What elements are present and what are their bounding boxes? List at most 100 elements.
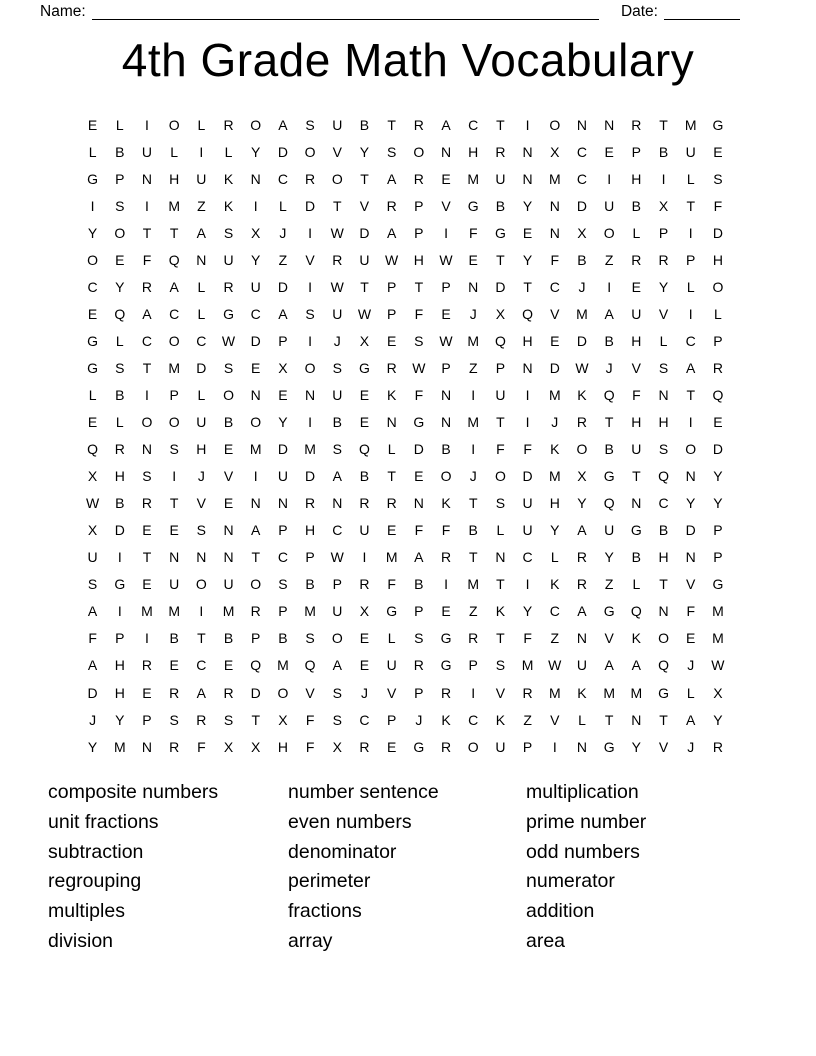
grid-letter: U [277,468,288,485]
grid-letter: L [115,332,124,349]
grid-letter: C [468,116,479,133]
grid-letter: P [468,657,478,674]
word-list-item: composite numbers [48,781,219,803]
grid-letter: M [548,684,561,701]
grid-letter: E [142,576,152,593]
grid-letter: A [386,170,397,187]
grid-letter: Q [658,468,669,485]
grid-letter: Y [522,603,533,620]
grid-letter: F [414,522,424,539]
grid-letter: M [168,603,180,620]
grid-letter: X [577,468,587,485]
grid-letter: W [575,359,589,376]
grid-letter: P [278,522,288,539]
grid-letter: L [578,711,586,728]
grid-letter: P [713,522,723,539]
grid-letter: M [249,441,262,458]
grid-letter: L [88,143,97,160]
grid-letter: J [469,468,477,485]
grid-letter: O [440,468,452,485]
grid-letter: H [658,414,669,431]
grid-letter: I [525,414,530,431]
grid-letter: N [522,359,533,376]
grid-letter: I [308,224,313,241]
grid-letter: P [386,305,397,322]
grid-letter: D [250,684,261,701]
grid-letter: R [631,116,642,133]
grid-letter: Y [278,414,288,431]
grid-letter: X [87,468,98,485]
page-title: 4th Grade Math Vocabulary [121,34,695,86]
grid-letter: C [250,305,261,322]
grid-letter: K [441,495,451,512]
grid-letter: T [468,495,478,512]
grid-letter: S [386,143,397,160]
grid-letter: A [686,711,696,728]
grid-letter: L [496,522,505,539]
grid-letter: I [253,197,258,214]
grid-letter: U [522,522,533,539]
grid-letter: B [604,441,614,458]
grid-letter: V [196,495,207,512]
grid-letter: I [199,143,204,160]
grid-letter: S [278,576,288,593]
grid-letter: I [607,170,612,187]
grid-letter: X [658,197,669,214]
grid-letter: D [522,468,533,485]
grid-letter: S [305,305,315,322]
grid-letter: E [441,603,451,620]
grid-letter: R [631,251,642,268]
grid-letter: I [145,197,149,214]
grid-letter: S [332,684,342,701]
grid-letter: S [115,197,125,214]
grid-letter: M [684,116,697,133]
grid-letter: R [359,576,370,593]
grid-letter: T [496,630,505,647]
grid-letter: E [713,414,723,431]
grid-letter: X [359,332,370,349]
grid-letter: Z [604,251,614,268]
grid-letter: L [659,332,668,349]
grid-letter: F [713,197,723,214]
grid-letter: I [145,386,149,403]
grid-letter: H [277,738,288,755]
word-list-item: fractions [288,900,362,923]
grid-letter: Z [523,711,532,728]
grid-letter: Y [713,468,723,485]
grid-letter: Y [631,738,642,755]
grid-letter: N [631,495,642,512]
grid-letter: G [413,738,425,755]
grid-letter: T [686,197,695,214]
grid-letter: R [332,251,343,268]
grid-letter: W [711,657,725,674]
grid-letter: Q [603,495,615,512]
grid-letter: E [386,738,397,755]
grid-letter: G [603,468,615,485]
grid-letter: T [496,116,505,133]
grid-letter: R [712,738,723,755]
grid-letter: O [658,630,669,647]
grid-letter: M [467,170,480,187]
grid-letter: E [359,386,370,403]
grid-letter: B [115,495,125,512]
grid-letter: I [471,441,476,458]
grid-letter: O [712,278,724,295]
grid-letter: P [169,386,179,403]
grid-letter: T [659,116,668,133]
grid-letter: P [251,630,261,647]
grid-letter: R [440,684,452,701]
grid-letter: R [576,549,588,566]
grid-letter: K [223,170,234,187]
grid-letter: R [658,251,669,268]
grid-letter: S [658,441,669,458]
grid-letter: V [223,468,234,485]
grid-letter: O [331,170,343,187]
grid-letter: G [630,522,642,539]
grid-letter: G [494,224,506,241]
grid-letter: B [468,522,478,539]
grid-letter: I [145,116,149,133]
grid-letter: M [576,305,588,322]
grid-letter: Y [577,495,587,512]
grid-letter: P [278,332,288,349]
